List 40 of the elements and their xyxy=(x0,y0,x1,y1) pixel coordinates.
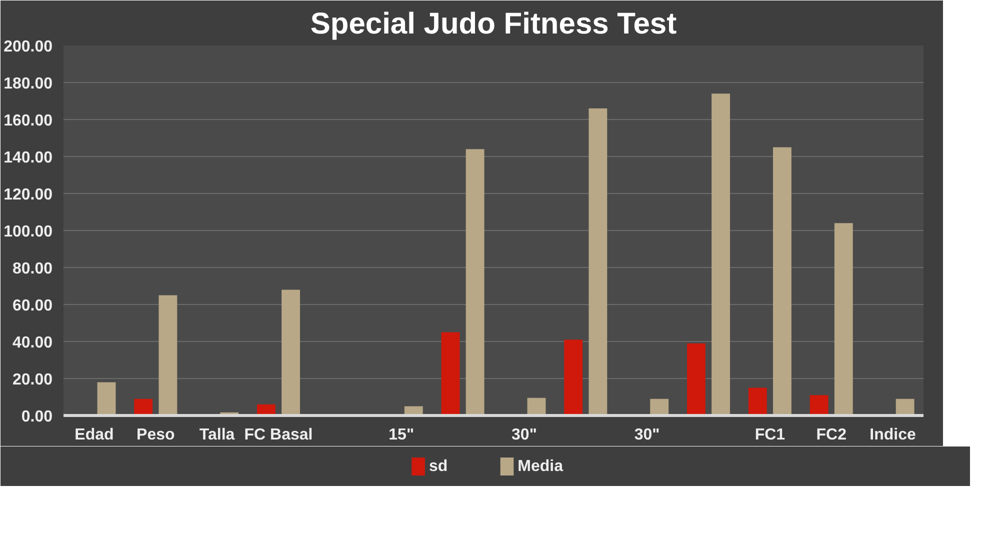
y-tick-label: 60.00 xyxy=(12,298,53,314)
x-tick-label: Peso xyxy=(136,426,175,444)
bar xyxy=(588,108,608,416)
x-tick-label: 30" xyxy=(634,426,660,444)
bar xyxy=(158,295,178,416)
y-tick-label: 200.00 xyxy=(4,38,53,56)
bar xyxy=(896,398,914,416)
x-tick-label: FC Basal xyxy=(244,426,313,444)
x-tick-label: Indice xyxy=(870,426,916,444)
bar xyxy=(810,395,828,416)
legend-label: sd xyxy=(428,458,448,475)
y-tick-label: 120.00 xyxy=(4,186,53,204)
bar xyxy=(773,147,792,416)
legend-label: Media xyxy=(518,458,564,475)
bar xyxy=(834,223,853,416)
y-tick-label: 140.00 xyxy=(4,150,53,166)
y-tick-label: 100.00 xyxy=(4,224,53,240)
chart-title: Special Judo Fitness Test xyxy=(310,8,677,40)
bar xyxy=(97,382,116,416)
y-tick-label: 0.00 xyxy=(21,408,53,426)
y-tick-label: 20.00 xyxy=(12,372,53,388)
x-tick-label: 30" xyxy=(512,426,537,444)
x-tick-label: FC2 xyxy=(816,426,847,444)
bar xyxy=(441,332,460,416)
bar xyxy=(134,398,153,416)
x-tick-label: 15" xyxy=(388,426,414,444)
bar xyxy=(748,388,767,416)
y-tick-label: 160.00 xyxy=(4,112,53,130)
x-tick-label: Talla xyxy=(199,426,235,444)
bar xyxy=(282,290,300,416)
bar xyxy=(564,340,583,416)
x-tick-label: FC1 xyxy=(754,426,786,444)
bar xyxy=(650,398,669,416)
y-tick-label: 180.00 xyxy=(4,76,53,92)
bar xyxy=(687,343,706,416)
y-tick-label: 80.00 xyxy=(12,260,53,278)
y-tick-label: 40.00 xyxy=(12,334,53,352)
x-tick-label: Edad xyxy=(74,426,114,444)
bar xyxy=(712,94,730,416)
bar xyxy=(466,149,484,416)
